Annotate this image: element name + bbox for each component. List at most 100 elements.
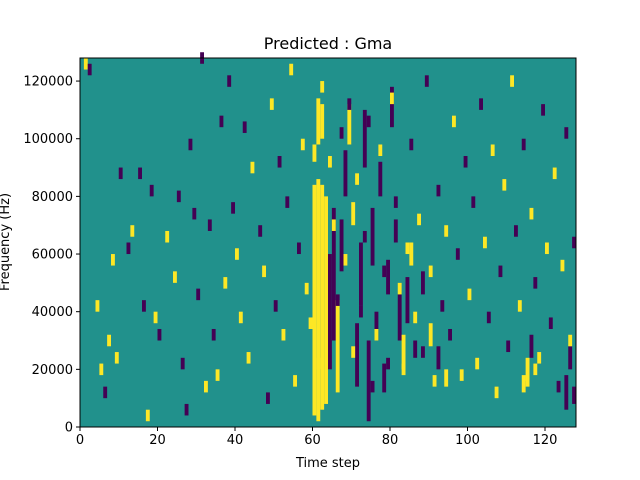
heatmap-cell [316, 357, 321, 370]
heatmap-cell [262, 265, 266, 278]
heatmap-band [370, 207, 375, 266]
heatmap-cell [397, 282, 402, 295]
heatmap-cell [300, 138, 305, 151]
heatmap-cell [552, 167, 557, 180]
heatmap-cell [490, 144, 495, 157]
heatmap-cell [448, 328, 452, 341]
heatmap-cell [537, 352, 542, 364]
heatmap-cell [467, 288, 472, 301]
heatmap-band [312, 144, 317, 162]
heatmap-band [359, 242, 363, 306]
heatmap-cell [335, 294, 340, 306]
heatmap-cell [545, 242, 549, 255]
heatmap-cell [238, 311, 243, 324]
heatmap-cell [242, 121, 247, 133]
heatmap-cell [157, 328, 162, 341]
x-tick-label: 120 [533, 433, 558, 448]
heatmap-cell [409, 138, 414, 151]
heatmap-cell [219, 115, 224, 128]
heatmap-cell [436, 184, 441, 197]
heatmap-cell [196, 288, 201, 301]
heatmap-cell [277, 156, 282, 168]
heatmap-cell [95, 300, 100, 312]
heatmap-band [397, 294, 402, 341]
heatmap-cell [440, 300, 445, 312]
heatmap-band [533, 363, 538, 376]
heatmap-cell [560, 259, 565, 272]
heatmap-band [436, 346, 441, 370]
heatmap-cell [479, 98, 483, 110]
heatmap-band [409, 242, 414, 266]
heatmap-cell [126, 242, 131, 255]
heatmap-cell [188, 138, 193, 151]
heatmap-cell [362, 230, 367, 243]
heatmap-band [572, 386, 576, 404]
heatmap-cell [568, 334, 573, 347]
heatmap-cell [281, 328, 286, 341]
heatmap-band [316, 179, 321, 422]
heatmap-cell [498, 265, 503, 278]
heatmap-band [568, 346, 573, 370]
heatmap-cell [289, 63, 294, 76]
heatmap-cell [413, 311, 418, 324]
y-tick-label: 100000 [23, 132, 73, 147]
heatmap-cell [231, 202, 235, 214]
chart-title: Predicted : Gma [264, 34, 392, 53]
heatmap-cell [405, 242, 410, 255]
heatmap-cell [572, 236, 576, 249]
heatmap-cell [103, 386, 108, 399]
heatmap-band [366, 340, 371, 422]
heatmap-band [343, 150, 348, 197]
heatmap-band [444, 369, 449, 387]
heatmap-cell [320, 81, 325, 93]
heatmap-band [312, 184, 317, 416]
heatmap-band [386, 259, 390, 295]
heatmap-cell [533, 277, 538, 289]
heatmap-band [382, 363, 387, 393]
heatmap-cell [417, 213, 421, 226]
heatmap-band [564, 375, 569, 410]
heatmap-band [421, 271, 425, 295]
heatmap-cell [145, 409, 150, 422]
heatmap-cell [258, 225, 263, 237]
x-axis-label: Time step [295, 456, 360, 471]
heatmap-cell [215, 369, 220, 381]
heatmap-cell [339, 127, 344, 139]
heatmap-cell [165, 230, 170, 243]
heatmap-cell [308, 317, 313, 329]
heatmap-cell [386, 357, 390, 370]
heatmap-cell [297, 242, 301, 255]
heatmap-cell [486, 311, 491, 324]
heatmap-cell [455, 248, 460, 260]
heatmap-cell [235, 248, 239, 260]
heatmap-band [351, 202, 356, 226]
heatmap-cell [227, 75, 232, 87]
heatmap-band [525, 357, 530, 381]
heatmap-cell [525, 375, 530, 387]
heatmap-cell [390, 92, 394, 105]
heatmap-band [405, 277, 410, 324]
heatmap-band [378, 161, 383, 197]
heatmap-cell [149, 184, 154, 197]
heatmap-cell [370, 380, 375, 393]
heatmap-cell [173, 271, 177, 283]
heatmap-band [331, 207, 336, 341]
heatmap-cell [428, 265, 433, 278]
heatmap-band [328, 254, 332, 370]
heatmap-cell [351, 346, 356, 358]
x-tick-label: 80 [382, 433, 399, 448]
heatmap-cells [83, 52, 576, 422]
heatmap-cell [176, 190, 181, 203]
heatmap-cell [471, 196, 476, 208]
y-axis-label: Frequency (Hz) [0, 193, 13, 291]
y-axis-ticks: 0 20000 40000 60000 80000 100000 120000 [23, 75, 80, 436]
x-tick-label: 0 [76, 433, 84, 448]
heatmap-cell [328, 156, 332, 168]
x-tick-label: 100 [455, 433, 480, 448]
heatmap-cell [107, 334, 111, 347]
heatmap-cell [444, 225, 449, 237]
heatmap-band [374, 311, 379, 341]
heatmap-band [390, 86, 394, 128]
heatmap-cell [452, 115, 456, 128]
